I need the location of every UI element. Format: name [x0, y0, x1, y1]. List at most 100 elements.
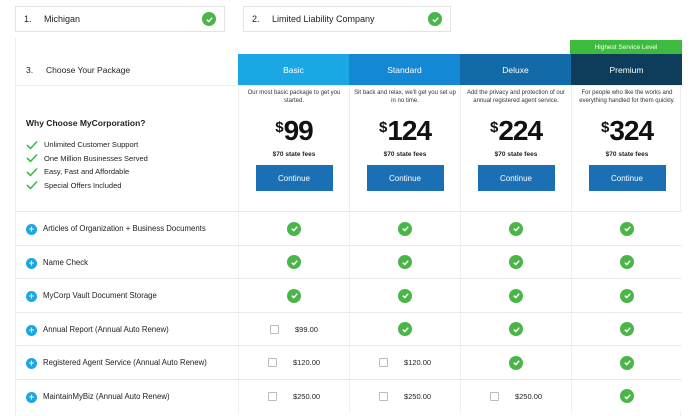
- why-choose-panel: Why Choose MyCorporation? Unlimited Cust…: [16, 85, 238, 211]
- feature-row: + MaintainMyBiz (Annual Auto Renew) $250.0…: [16, 378, 682, 413]
- included-check-icon: [620, 288, 634, 303]
- step-number: 1.: [24, 14, 32, 24]
- expand-plus-icon[interactable]: +: [26, 324, 37, 336]
- addon-price: $250.00: [292, 391, 321, 401]
- addon-price: $120.00: [292, 358, 321, 367]
- addon-option[interactable]: $250.00: [489, 391, 542, 401]
- addon-option[interactable]: $120.00: [378, 358, 432, 367]
- check-icon: [428, 12, 442, 26]
- included-check-icon: [620, 355, 634, 370]
- addon-option[interactable]: $99.00: [270, 324, 318, 334]
- feature-cell: [349, 312, 460, 346]
- feature-row: + Annual Report (Annual Auto Renew) $99.00: [16, 311, 682, 346]
- continue-button-premium[interactable]: Continue: [588, 165, 666, 191]
- feature-label[interactable]: Registered Agent Service (Annual Auto Re…: [43, 358, 207, 367]
- feature-cell: [349, 245, 460, 279]
- included-check-icon: [620, 389, 634, 403]
- included-check-icon: [287, 221, 301, 236]
- continue-button-deluxe[interactable]: Continue: [477, 165, 555, 191]
- included-check-icon: [398, 255, 412, 269]
- expand-plus-icon[interactable]: +: [26, 358, 37, 369]
- feature-cell: [460, 312, 571, 346]
- feature-cell: [571, 212, 682, 245]
- plan-price: $99: [275, 115, 314, 146]
- feature-label[interactable]: Name Check: [43, 257, 89, 267]
- checkmark-icon: [26, 154, 38, 163]
- feature-row: + MyCorp Vault Document Storage: [16, 278, 682, 312]
- feature-label[interactable]: Annual Report (Annual Auto Renew): [43, 324, 169, 334]
- feature-cell: [571, 312, 682, 346]
- feature-cell: [238, 279, 349, 312]
- plan-description: Our most basic package to get you starte…: [247, 90, 341, 104]
- included-check-icon: [509, 221, 523, 236]
- expand-plus-icon[interactable]: +: [26, 291, 37, 302]
- step-bar: 1. Michigan 2. Limited Liability Company: [0, 0, 696, 38]
- feature-rows: + Articles of Organization + Business Doc…: [16, 211, 682, 413]
- continue-button-basic[interactable]: Continue: [255, 165, 333, 191]
- addon-price: $250.00: [403, 391, 432, 401]
- addon-checkbox[interactable]: [378, 391, 388, 401]
- feature-cell: [571, 346, 682, 379]
- feature-label[interactable]: MaintainMyBiz (Annual Auto Renew): [43, 391, 170, 401]
- feature-cell: [460, 212, 571, 245]
- step-state[interactable]: 1. Michigan: [15, 6, 225, 32]
- addon-option[interactable]: $250.00: [267, 391, 321, 401]
- addon-checkbox[interactable]: [378, 358, 388, 367]
- plan-card-standard: Sit back and relax, we'll get you set up…: [349, 85, 460, 211]
- checkmark-icon: [26, 167, 38, 177]
- state-fees: $70 state fees: [494, 151, 538, 158]
- highest-service-badge: Highest Service Level: [570, 40, 682, 54]
- feature-row: + Registered Agent Service (Annual Auto R…: [16, 345, 682, 379]
- addon-checkbox[interactable]: [489, 391, 499, 401]
- feature-row: + Articles of Organization + Business Doc…: [16, 211, 682, 245]
- state-fees: $70 state fees: [605, 151, 649, 158]
- plan-card-premium: For people who like the works and everyt…: [571, 85, 682, 211]
- check-icon: [202, 12, 216, 26]
- addon-option[interactable]: $250.00: [378, 391, 432, 401]
- addon-option[interactable]: $120.00: [267, 358, 321, 367]
- addon-checkbox[interactable]: [267, 391, 277, 401]
- step-number: 3.: [26, 64, 34, 75]
- included-check-icon: [287, 255, 301, 269]
- state-fees: $70 state fees: [272, 151, 316, 158]
- continue-button-standard[interactable]: Continue: [366, 165, 444, 191]
- included-check-icon: [620, 221, 634, 236]
- feature-cell: $120.00: [349, 346, 460, 379]
- plan-price: $124: [378, 115, 432, 146]
- plan-header-premium[interactable]: Premium: [571, 54, 682, 85]
- checkmark-icon: [26, 140, 38, 150]
- plan-price: $324: [600, 115, 654, 146]
- feature-cell: $120.00: [238, 346, 349, 379]
- plan-price: $224: [489, 115, 543, 146]
- feature-cell: $99.00: [238, 312, 349, 346]
- included-check-icon: [509, 322, 523, 336]
- plan-description: Sit back and relax, we'll get you set up…: [354, 90, 456, 104]
- why-item: Special Offers Included: [26, 179, 148, 193]
- step-label: Choose Your Package: [46, 64, 131, 75]
- feature-cell: [460, 279, 571, 312]
- expand-plus-icon[interactable]: +: [26, 391, 37, 403]
- why-item: One Million Businesses Served: [26, 152, 148, 166]
- included-check-icon: [509, 288, 523, 303]
- expand-plus-icon[interactable]: +: [26, 224, 37, 235]
- why-title: Why Choose MyCorporation?: [26, 118, 146, 128]
- feature-cell: [571, 245, 682, 279]
- why-item: Easy, Fast and Affordable: [26, 165, 148, 179]
- feature-cell: [460, 245, 571, 279]
- included-check-icon: [509, 255, 523, 269]
- addon-checkbox[interactable]: [270, 324, 280, 334]
- feature-cell: [238, 212, 349, 245]
- feature-cell: [349, 212, 460, 245]
- plan-header-basic[interactable]: Basic: [238, 54, 349, 85]
- feature-label[interactable]: MyCorp Vault Document Storage: [43, 291, 157, 300]
- addon-checkbox[interactable]: [267, 358, 277, 367]
- step-entity-type[interactable]: 2. Limited Liability Company: [243, 6, 451, 32]
- feature-label[interactable]: Articles of Organization + Business Docu…: [43, 224, 206, 233]
- addon-price: $120.00: [403, 358, 432, 367]
- state-fees: $70 state fees: [383, 151, 427, 158]
- plan-header-deluxe[interactable]: Deluxe: [460, 54, 571, 85]
- feature-cell: [571, 379, 682, 413]
- plan-header-standard[interactable]: Standard: [349, 54, 460, 85]
- feature-cell: [571, 279, 682, 312]
- expand-plus-icon[interactable]: +: [26, 257, 37, 269]
